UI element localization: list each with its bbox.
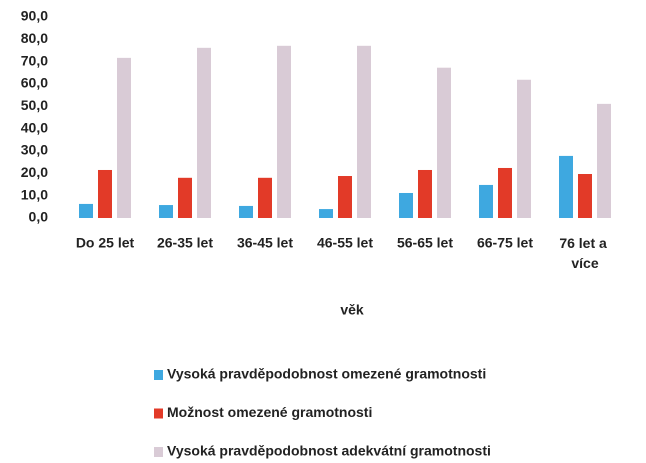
bar [319, 209, 333, 218]
x-tick-label: Do 25 let [76, 235, 135, 251]
bar [418, 169, 432, 218]
bar [239, 205, 253, 218]
bar [479, 184, 493, 218]
x-tick-label: 26-35 let [157, 235, 213, 251]
x-axis-label: věk [340, 302, 364, 318]
bar [277, 45, 291, 219]
y-tick-label: 40,0 [21, 119, 48, 135]
bar [117, 57, 131, 219]
bar [159, 205, 173, 218]
legend-label: Možnost omezené gramotnosti [167, 404, 372, 420]
y-tick-label: 60,0 [21, 75, 48, 91]
bar [437, 67, 451, 219]
y-tick-label: 0,0 [29, 209, 49, 225]
x-tick-label: 56-65 let [397, 235, 453, 251]
bar [357, 45, 371, 219]
legend-swatch [154, 408, 163, 419]
bar [79, 203, 93, 218]
bar [517, 79, 531, 218]
y-tick-label: 20,0 [21, 164, 48, 180]
y-tick-label: 50,0 [21, 97, 48, 113]
y-tick-label: 30,0 [21, 142, 48, 158]
x-tick-label: 46-55 let [317, 235, 373, 251]
legend-swatch [154, 370, 163, 380]
y-tick-label: 10,0 [21, 186, 48, 202]
bar [597, 103, 611, 218]
legend-swatch [154, 447, 163, 457]
bar [197, 47, 211, 218]
bar [498, 167, 512, 218]
bar [578, 174, 592, 218]
legend-label: Vysoká pravděpodobnost omezené gramotnos… [167, 366, 486, 382]
x-tick-label: 76 let a více [559, 235, 610, 271]
legend-label: Vysoká pravděpodobnost adekvátní gramotn… [167, 443, 491, 459]
x-tick-label: 36-45 let [237, 235, 293, 251]
bar [559, 155, 573, 218]
x-tick-label: 66-75 let [477, 235, 533, 251]
bar [178, 177, 192, 218]
y-tick-label: 80,0 [21, 30, 48, 46]
bar [399, 192, 413, 218]
bar [338, 176, 352, 218]
y-tick-label: 90,0 [21, 8, 48, 24]
bar [258, 177, 272, 218]
bar [98, 169, 112, 218]
y-tick-label: 70,0 [21, 52, 48, 68]
